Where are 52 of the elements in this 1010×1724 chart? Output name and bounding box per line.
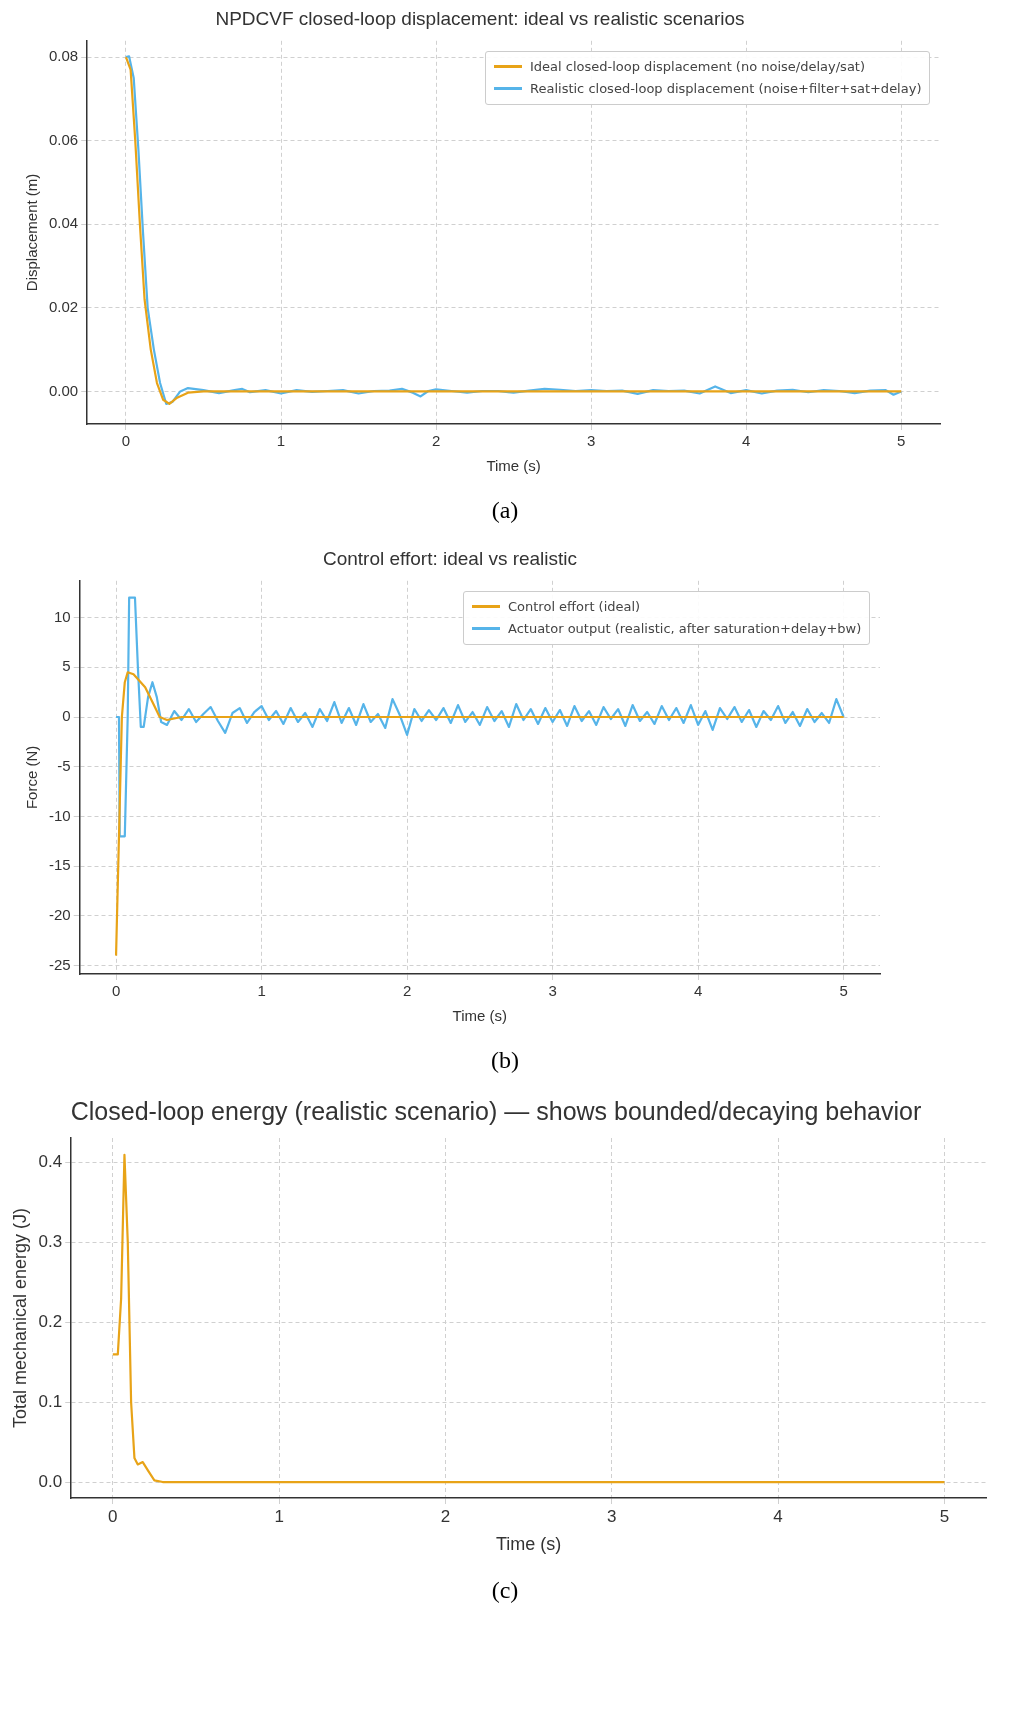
y-tick-label: 0.08 xyxy=(48,47,79,65)
x-tick-label: 5 xyxy=(897,432,906,450)
x-tick-label: 5 xyxy=(839,982,848,1000)
y-tick-label: -5 xyxy=(57,756,71,774)
x-tick-label: 0 xyxy=(108,1506,118,1526)
x-axis-title: Time (s) xyxy=(486,457,541,475)
y-tick-label: 0.2 xyxy=(38,1312,63,1332)
y-axis-title: Force (N) xyxy=(23,745,41,810)
y-tick-label: 0.00 xyxy=(48,381,79,399)
y-tick-label: 5 xyxy=(62,657,71,675)
x-tick-label: 5 xyxy=(939,1506,950,1526)
chart-title: Control effort: ideal vs realistic xyxy=(322,547,578,569)
legend-label: Ideal closed-loop displacement (no noise/delay/sat) xyxy=(530,59,866,75)
y-axis-title: Total mechanical energy (J) xyxy=(9,1207,30,1429)
chart-title: NPDCVF closed-loop displacement: ideal vs realistic scenarios xyxy=(215,7,745,29)
x-tick-label: 3 xyxy=(548,982,557,1000)
y-tick-label: 0.0 xyxy=(38,1471,63,1491)
x-tick-label: 3 xyxy=(607,1506,617,1526)
x-tick-label: 4 xyxy=(773,1506,783,1526)
legend-label: Actuator output (realistic, after saturation+delay+bw) xyxy=(508,621,862,637)
text: (c) xyxy=(490,1576,520,1605)
x-tick-label: 4 xyxy=(742,432,751,450)
y-tick-label: -25 xyxy=(48,955,71,973)
legend-label: Control effort (ideal) xyxy=(508,599,641,615)
x-tick-label: 1 xyxy=(257,982,266,1000)
y-tick-label: 0.02 xyxy=(48,297,79,315)
y-tick-label: 0.1 xyxy=(38,1391,63,1411)
y-tick-label: -10 xyxy=(48,806,71,824)
x-tick-label: 4 xyxy=(693,982,703,1000)
y-tick-label: -15 xyxy=(48,856,71,874)
x-tick-label: 2 xyxy=(431,432,441,450)
y-tick-label: 0.06 xyxy=(48,130,79,148)
x-axis-title: Time (s) xyxy=(452,1007,508,1025)
y-tick-label: 0.4 xyxy=(38,1152,63,1172)
x-axis-title: Time (s) xyxy=(495,1534,562,1555)
y-tick-label: 0 xyxy=(62,707,71,725)
x-tick-label: 1 xyxy=(276,432,286,450)
x-tick-label: 1 xyxy=(274,1506,284,1526)
chart-title: Closed-loop energy (realistic scenario) — shows bounded/decaying behavior xyxy=(70,1096,922,1125)
x-tick-label: 0 xyxy=(111,982,121,1000)
text: (b) xyxy=(490,1046,520,1075)
y-tick-label: 0.3 xyxy=(38,1232,63,1252)
x-tick-label: 2 xyxy=(440,1506,451,1526)
x-tick-label: 3 xyxy=(586,432,596,450)
x-tick-label: 2 xyxy=(402,982,412,1000)
x-tick-label: 0 xyxy=(121,432,131,450)
legend-label: Realistic closed-loop displacement (noise+filter+sat+delay) xyxy=(530,81,922,97)
y-tick-label: -20 xyxy=(48,905,71,923)
y-tick-label: 10 xyxy=(53,607,71,625)
y-axis-title: Displacement (m) xyxy=(23,173,41,292)
text: (a) xyxy=(490,496,520,525)
y-tick-label: 0.04 xyxy=(48,214,79,232)
